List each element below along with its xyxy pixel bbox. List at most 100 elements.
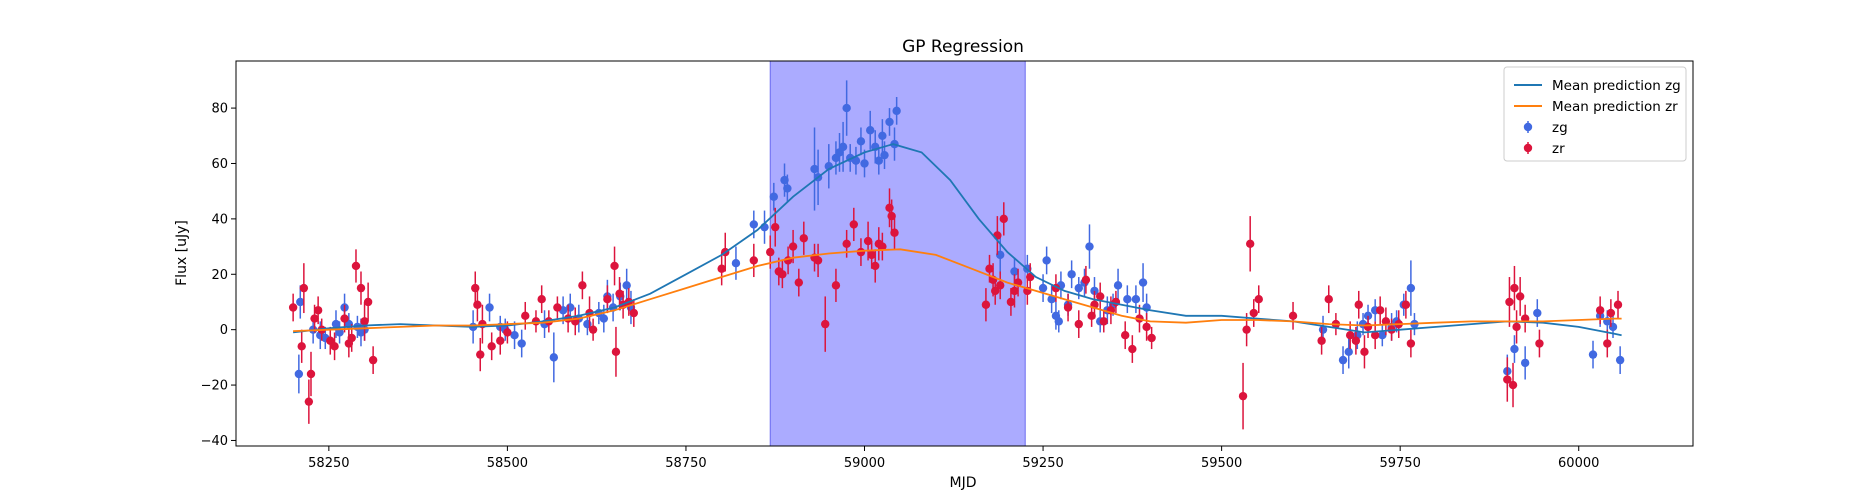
data-marker: [799, 234, 809, 243]
data-marker: [310, 314, 319, 323]
x-tick-label: 59500: [1201, 456, 1242, 471]
data-point-zr: [1512, 310, 1521, 344]
data-point-zr: [496, 326, 505, 355]
data-marker: [1120, 331, 1130, 340]
legend-swatch-marker: [1523, 143, 1533, 153]
data-point-zr: [1406, 329, 1416, 358]
data-point-zr: [1120, 321, 1130, 350]
data-point-zg: [1138, 263, 1148, 302]
data-marker: [851, 156, 861, 165]
data-marker: [867, 250, 876, 260]
data-marker: [288, 303, 298, 312]
data-marker: [588, 325, 598, 334]
data-point-zg: [892, 97, 901, 125]
data-marker: [1363, 322, 1373, 332]
data-marker: [360, 317, 369, 326]
data-marker: [885, 117, 894, 127]
data-marker: [347, 333, 356, 343]
data-marker: [813, 256, 823, 265]
data-point-zr: [473, 288, 482, 322]
data-point-zr: [842, 229, 851, 258]
y-tick-label: 60: [211, 157, 228, 172]
data-point-zr: [1317, 326, 1326, 355]
data-marker: [1138, 278, 1148, 287]
data-marker: [1142, 322, 1151, 332]
data-point-zr: [1375, 296, 1385, 325]
data-marker: [1354, 300, 1363, 309]
data-point-zr: [1010, 274, 1019, 308]
data-point-zg: [1042, 246, 1051, 275]
data-marker: [1038, 283, 1048, 293]
data-marker: [890, 228, 899, 237]
data-marker: [549, 353, 559, 362]
data-point-zr: [1245, 216, 1255, 272]
data-marker: [1360, 347, 1369, 357]
data-point-zr: [1520, 304, 1530, 333]
data-point-zr: [1345, 321, 1355, 350]
data-point-zr: [1401, 290, 1411, 319]
chart-title: GP Regression: [902, 37, 1024, 57]
data-marker: [856, 137, 866, 146]
data-marker: [1510, 344, 1519, 354]
data-point-zr: [476, 337, 485, 372]
data-point-zr: [1324, 285, 1333, 314]
data-marker: [487, 342, 496, 351]
data-point-zr: [304, 379, 314, 424]
prediction-line-layer: [292, 143, 1622, 337]
data-marker: [1085, 242, 1094, 251]
data-point-zg: [996, 235, 1005, 275]
data-marker: [996, 250, 1005, 260]
data-marker: [578, 281, 587, 290]
data-marker: [517, 339, 526, 348]
data-point-zr: [887, 199, 896, 233]
data-marker: [778, 270, 787, 279]
data-marker: [878, 131, 887, 140]
data-marker: [856, 247, 866, 257]
data-marker: [1324, 295, 1333, 304]
data-point-zr: [717, 252, 726, 286]
data-point-zg: [622, 268, 631, 302]
data-point-zg: [296, 285, 305, 319]
data-point-zg: [1520, 346, 1530, 380]
data-marker: [842, 103, 851, 113]
data-marker: [1087, 311, 1096, 321]
data-marker: [1063, 303, 1073, 312]
data-marker: [749, 256, 759, 265]
data-point-zr: [471, 271, 480, 305]
highlight-span: [769, 60, 1026, 447]
data-marker: [1054, 317, 1063, 326]
data-point-zr: [1249, 299, 1258, 327]
x-tick-label: 59750: [1379, 456, 1420, 471]
data-marker: [1010, 267, 1019, 276]
data-marker: [871, 261, 880, 271]
data-point-zr: [1238, 362, 1248, 430]
data-marker: [860, 159, 869, 168]
data-point-zr: [1087, 304, 1096, 327]
data-marker: [1608, 322, 1618, 332]
data-marker: [510, 331, 519, 340]
data-point-zg: [851, 146, 861, 175]
data-marker: [603, 295, 612, 304]
data-point-zg: [1067, 260, 1076, 289]
data-point-zg: [783, 174, 792, 203]
y-tick-label: 20: [211, 268, 228, 283]
data-marker: [838, 142, 848, 152]
data-point-zr: [878, 232, 887, 261]
data-marker: [1131, 295, 1141, 304]
data-marker: [981, 300, 991, 309]
data-marker: [1533, 308, 1542, 318]
data-marker: [1245, 239, 1255, 249]
data-point-zg: [517, 329, 526, 358]
data-marker: [335, 328, 344, 337]
data-marker: [1042, 256, 1051, 265]
data-point-zg: [1406, 260, 1416, 316]
data-marker: [821, 319, 830, 329]
data-point-zg: [1378, 324, 1387, 347]
data-point-zr: [890, 216, 899, 250]
data-point-zg: [294, 354, 304, 394]
data-point-zr: [1508, 362, 1518, 408]
data-point-zr: [1081, 265, 1091, 294]
data-marker: [1381, 317, 1391, 326]
